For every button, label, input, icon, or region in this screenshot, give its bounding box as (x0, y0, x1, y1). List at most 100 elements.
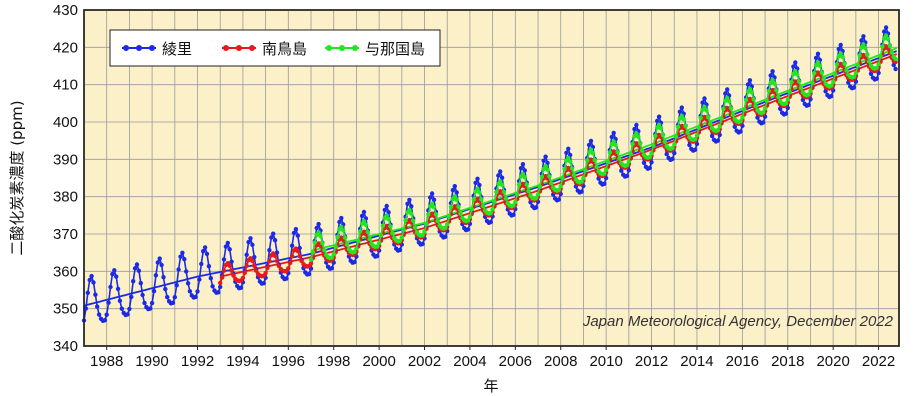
data-point (187, 289, 193, 294)
data-point (344, 242, 350, 247)
data-point (388, 224, 393, 229)
data-point (838, 51, 843, 56)
data-point (501, 189, 507, 194)
data-point (636, 134, 641, 139)
data-point (244, 263, 249, 268)
data-point (223, 244, 229, 249)
data-point (454, 190, 459, 195)
data-point (609, 134, 614, 140)
data-point (675, 124, 681, 129)
data-point (91, 280, 96, 285)
data-point (475, 186, 480, 191)
data-point (397, 238, 403, 243)
data-point (115, 286, 121, 292)
legend-label: 南鳥島 (262, 40, 307, 58)
data-point (131, 279, 136, 284)
x-tick-label: 2008 (544, 353, 577, 370)
data-point (429, 191, 435, 196)
data-point (789, 79, 794, 85)
data-point (819, 70, 824, 75)
data-point (174, 283, 179, 288)
data-point (855, 63, 860, 68)
data-point (564, 150, 569, 155)
x-tick-label: 1992 (181, 353, 214, 370)
y-axis-label: 二酸化炭素濃度 (ppm) (8, 100, 26, 255)
data-point (732, 124, 737, 129)
data-point (165, 294, 170, 300)
data-point (206, 264, 212, 269)
data-point (498, 179, 503, 184)
data-point (876, 61, 881, 67)
x-tick-label: 2020 (816, 353, 849, 370)
data-point (677, 109, 683, 114)
data-point (433, 212, 439, 217)
data-point (431, 205, 437, 210)
data-point (520, 162, 526, 167)
data-point (244, 252, 249, 257)
data-point (634, 122, 639, 128)
data-point (704, 108, 709, 113)
data-point (471, 197, 476, 202)
data-point (764, 98, 770, 104)
data-point (588, 147, 594, 152)
data-point (863, 45, 868, 51)
data-point (185, 281, 191, 286)
data-point (583, 168, 588, 173)
data-point (272, 238, 278, 243)
data-point (295, 248, 300, 254)
data-point (127, 306, 132, 312)
data-point (227, 263, 232, 268)
data-point (761, 110, 766, 115)
data-point (511, 203, 516, 208)
legend-box (109, 29, 441, 67)
data-point (265, 265, 270, 271)
data-point (352, 249, 357, 255)
data-point (272, 253, 278, 259)
data-point (176, 267, 181, 272)
data-point (766, 88, 771, 94)
data-point (783, 101, 789, 106)
data-point (208, 276, 213, 281)
data-point (331, 251, 336, 257)
data-point (335, 234, 340, 240)
data-point (632, 126, 637, 132)
data-point (467, 214, 473, 219)
data-point (594, 164, 599, 170)
data-point (715, 138, 720, 143)
data-point (161, 275, 166, 280)
data-point (339, 224, 344, 229)
data-point (524, 182, 529, 187)
data-point (547, 174, 552, 179)
data-point (883, 25, 889, 30)
data-point (641, 160, 647, 165)
legend-marker (249, 45, 255, 51)
data-point (314, 225, 319, 231)
data-point (798, 85, 804, 91)
data-point (380, 223, 386, 229)
x-tick-label: 2018 (771, 353, 804, 370)
data-point (420, 241, 425, 247)
data-point (155, 260, 160, 265)
data-point (673, 134, 679, 139)
data-point (638, 141, 643, 146)
data-point (793, 69, 798, 74)
data-point (626, 168, 631, 173)
data-point (556, 187, 561, 193)
series-lines (81, 25, 898, 323)
data-point (617, 156, 622, 161)
data-point (520, 171, 526, 177)
data-point (602, 171, 607, 176)
data-point (446, 214, 452, 219)
plot-border (83, 9, 900, 347)
data-point (770, 77, 775, 83)
data-point (865, 52, 870, 57)
data-point (721, 106, 726, 112)
data-point (832, 72, 838, 77)
data-point (365, 229, 370, 235)
data-point (112, 268, 117, 273)
data-point (815, 51, 821, 56)
y-tick-label: 340 (53, 338, 78, 355)
data-point (378, 233, 384, 238)
data-point (581, 175, 586, 181)
data-point (420, 233, 425, 238)
